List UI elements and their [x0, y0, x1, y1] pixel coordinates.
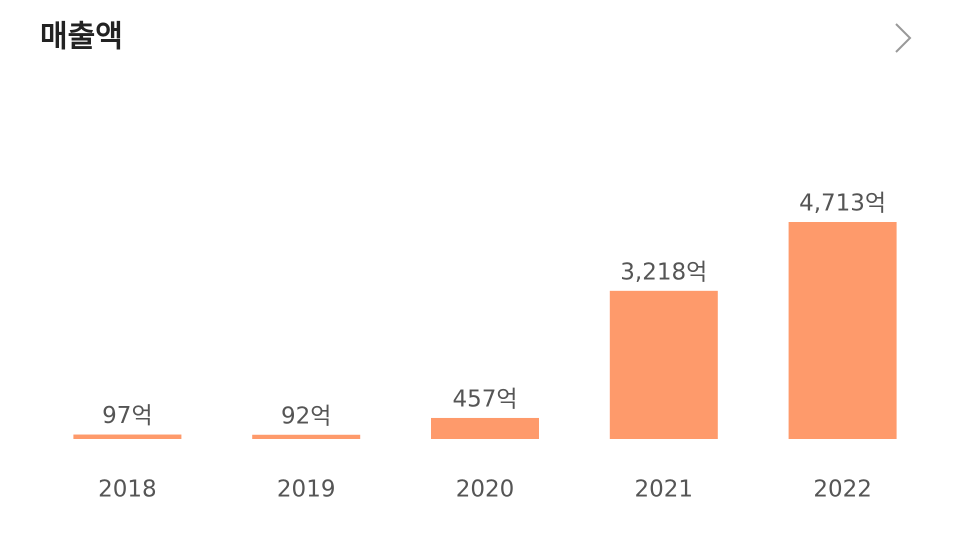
- x-tick-label: 2018: [98, 477, 157, 503]
- x-tick-label: 2019: [277, 477, 336, 503]
- x-tick-label: 2021: [635, 477, 694, 503]
- x-tick-label: 2020: [456, 477, 515, 503]
- x-tick-label: 2022: [813, 477, 872, 503]
- value-label: 4,713억: [799, 191, 886, 217]
- chart-title: 매출액: [40, 20, 123, 55]
- value-label: 92억: [281, 403, 331, 429]
- more-chevron[interactable]: [895, 23, 912, 53]
- value-label: 457억: [452, 386, 517, 412]
- bar: [609, 290, 718, 439]
- value-label: 3,218억: [620, 259, 707, 285]
- value-label: 97억: [102, 403, 152, 429]
- bar: [252, 434, 361, 439]
- bar: [431, 417, 539, 439]
- bar: [788, 222, 897, 439]
- bar: [73, 434, 182, 439]
